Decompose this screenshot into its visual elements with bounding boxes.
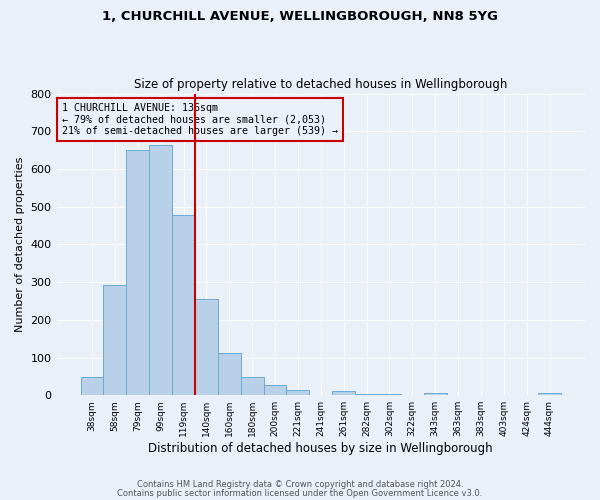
Bar (172, 214, 195, 395)
Title: Size of property relative to detached houses in Wellingborough: Size of property relative to detached ho… (134, 78, 508, 91)
Bar (80, 378, 103, 395)
Bar (218, 352, 241, 395)
Bar (241, 376, 263, 395)
Bar (286, 390, 310, 395)
Text: 1 CHURCHILL AVENUE: 136sqm
← 79% of detached houses are smaller (2,053)
21% of s: 1 CHURCHILL AVENUE: 136sqm ← 79% of deta… (62, 102, 338, 136)
Bar (424, 392, 446, 395)
Bar (332, 390, 355, 395)
Y-axis label: Number of detached properties: Number of detached properties (15, 156, 25, 332)
X-axis label: Distribution of detached houses by size in Wellingborough: Distribution of detached houses by size … (148, 442, 493, 455)
Bar (355, 394, 378, 395)
Bar (127, 150, 149, 395)
Text: 1, CHURCHILL AVENUE, WELLINGBOROUGH, NN8 5YG: 1, CHURCHILL AVENUE, WELLINGBOROUGH, NN8… (102, 10, 498, 23)
Text: Contains HM Land Registry data © Crown copyright and database right 2024.: Contains HM Land Registry data © Crown c… (137, 480, 463, 489)
Bar (538, 392, 561, 395)
Bar (195, 300, 218, 395)
Bar (263, 384, 286, 395)
Text: Contains public sector information licensed under the Open Government Licence v3: Contains public sector information licen… (118, 489, 482, 498)
Bar (149, 145, 172, 395)
Bar (378, 394, 401, 395)
Bar (103, 284, 127, 395)
